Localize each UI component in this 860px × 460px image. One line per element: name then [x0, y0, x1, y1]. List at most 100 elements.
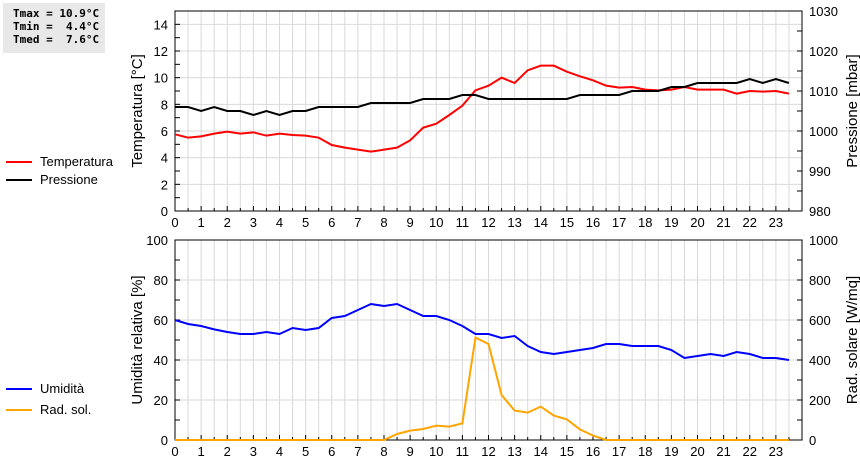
- tmax-text: Tmax = 10.9°C: [13, 7, 100, 20]
- x-tick-label: 9: [407, 215, 414, 230]
- series-line-temperatura: [174, 64, 790, 153]
- x-tick-label: 22: [743, 444, 757, 459]
- y-tick-label: 20: [154, 393, 168, 408]
- x-tick-label: 7: [354, 215, 361, 230]
- y-tick-label: 40: [154, 353, 168, 368]
- x-tick-label: 19: [664, 215, 678, 230]
- stats-box: Tmax = 10.9°C Tmin = 4.4°C Tmed = 7.6°C: [3, 3, 105, 53]
- x-tick-label: 8: [380, 215, 387, 230]
- y-tick-label: 100: [146, 233, 168, 248]
- y-tick-label: 8: [161, 97, 168, 112]
- legend-label: Umidità: [40, 381, 85, 396]
- x-tick-label: 21: [716, 215, 730, 230]
- y2-tick-label: 980: [809, 204, 831, 219]
- y-tick-label: 6: [161, 124, 168, 139]
- tmed-text: Tmed = 7.6°C: [13, 33, 100, 46]
- y2-tick-label: 800: [809, 273, 831, 288]
- legend-rad-sol: Rad. sol.: [6, 402, 91, 417]
- x-tick-label: 5: [302, 444, 309, 459]
- x-tick-label: 20: [690, 215, 704, 230]
- y-tick-label: 12: [154, 44, 168, 59]
- x-tick-label: 21: [716, 444, 730, 459]
- x-tick-label: 9: [407, 444, 414, 459]
- plot-frame: [174, 239, 803, 441]
- series-line-rad-sol-: [175, 336, 789, 441]
- x-tick-label: 0: [171, 444, 178, 459]
- legend-swatch: [6, 387, 32, 390]
- y-axis-label: Umidità relativa [%]: [129, 275, 146, 404]
- x-tick-label: 2: [224, 444, 231, 459]
- y2-tick-label: 400: [809, 353, 831, 368]
- series-line-umidit-: [174, 302, 790, 361]
- x-tick-label: 3: [250, 215, 257, 230]
- x-tick-label: 23: [769, 444, 783, 459]
- legend-pressione: Pressione: [6, 172, 98, 187]
- y2-axis-label: Rad. solare [W/mq]: [844, 276, 860, 404]
- x-tick-label: 18: [638, 215, 652, 230]
- x-tick-label: 15: [560, 444, 574, 459]
- legend-label: Temperatura: [40, 154, 113, 169]
- x-tick-label: 16: [586, 215, 600, 230]
- y2-tick-label: 1020: [809, 44, 838, 59]
- x-tick-label: 4: [276, 444, 283, 459]
- x-tick-label: 22: [743, 215, 757, 230]
- x-tick-label: 5: [302, 215, 309, 230]
- x-tick-label: 10: [429, 215, 443, 230]
- x-tick-label: 6: [328, 215, 335, 230]
- legend-swatch: [6, 178, 32, 181]
- x-tick-label: 1: [198, 444, 205, 459]
- x-tick-label: 18: [638, 444, 652, 459]
- y2-tick-label: 990: [809, 164, 831, 179]
- x-tick-label: 0: [171, 215, 178, 230]
- x-tick-label: 10: [429, 444, 443, 459]
- y-tick-label: 0: [161, 204, 168, 219]
- x-tick-label: 13: [507, 215, 521, 230]
- legend-temperatura: Temperatura: [6, 154, 113, 169]
- legend-swatch: [6, 408, 32, 411]
- x-tick-label: 12: [481, 215, 495, 230]
- x-tick-label: 7: [354, 444, 361, 459]
- x-tick-label: 11: [456, 444, 470, 459]
- x-tick-label: 23: [769, 215, 783, 230]
- y2-tick-label: 0: [809, 433, 816, 448]
- x-tick-label: 19: [664, 444, 678, 459]
- y-tick-label: 14: [154, 17, 168, 32]
- y-tick-label: 4: [161, 151, 168, 166]
- x-tick-label: 13: [507, 444, 521, 459]
- y-tick-label: 60: [154, 313, 168, 328]
- legend-label: Pressione: [40, 172, 98, 187]
- x-tick-label: 3: [250, 444, 257, 459]
- y2-tick-label: 1000: [809, 233, 838, 248]
- tmin-text: Tmin = 4.4°C: [13, 20, 100, 33]
- y-axis-label: Temperatura [°C]: [129, 54, 146, 168]
- y2-axis-label: Pressione [mbar]: [844, 54, 860, 167]
- x-tick-label: 2: [224, 215, 231, 230]
- y-tick-label: 10: [154, 71, 168, 86]
- x-tick-label: 12: [481, 444, 495, 459]
- legend-umidita: Umidità: [6, 381, 84, 396]
- y2-tick-label: 1030: [809, 4, 838, 19]
- y2-tick-label: 1000: [809, 124, 838, 139]
- y2-tick-label: 1010: [809, 84, 838, 99]
- x-tick-label: 16: [586, 444, 600, 459]
- plot-frame: [174, 10, 803, 212]
- x-tick-label: 8: [380, 444, 387, 459]
- legend-label: Rad. sol.: [40, 402, 92, 417]
- x-tick-label: 14: [534, 215, 548, 230]
- legend-swatch: [6, 160, 32, 163]
- y-tick-label: 2: [161, 177, 168, 192]
- x-tick-label: 11: [456, 215, 470, 230]
- y2-tick-label: 600: [809, 313, 831, 328]
- x-tick-label: 14: [534, 444, 548, 459]
- x-tick-label: 15: [560, 215, 574, 230]
- y-tick-label: 0: [161, 433, 168, 448]
- x-tick-label: 4: [276, 215, 283, 230]
- x-tick-label: 17: [612, 444, 626, 459]
- y2-tick-label: 200: [809, 393, 831, 408]
- x-tick-label: 20: [690, 444, 704, 459]
- x-tick-label: 17: [612, 215, 626, 230]
- y-tick-label: 80: [154, 273, 168, 288]
